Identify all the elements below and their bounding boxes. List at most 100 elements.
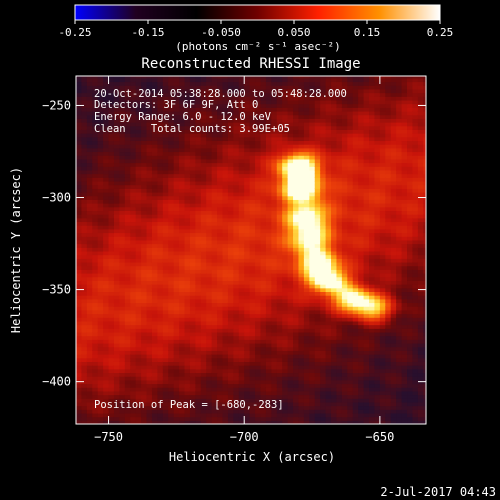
heatmap-cell: [124, 85, 131, 90]
heatmap-cell: [347, 221, 354, 226]
heatmap-cell: [135, 313, 142, 318]
heatmap-cell: [303, 214, 310, 219]
heatmap-cell: [352, 103, 359, 108]
heatmap-cell: [249, 225, 256, 230]
heatmap-cell: [244, 228, 251, 234]
heatmap-cell: [108, 276, 115, 281]
heatmap-cell: [141, 206, 148, 212]
heatmap-cell: [103, 405, 110, 410]
heatmap-cell: [184, 287, 191, 293]
heatmap-cell: [135, 394, 142, 399]
heatmap-cell: [211, 217, 218, 223]
heatmap-cell: [211, 239, 218, 245]
heatmap-cell: [217, 342, 224, 348]
heatmap-cell: [358, 354, 365, 359]
heatmap-cell: [227, 125, 234, 130]
heatmap-cell: [92, 302, 99, 307]
heatmap-cell: [309, 390, 316, 396]
heatmap-cell: [271, 390, 278, 396]
heatmap-cell: [320, 155, 327, 160]
heatmap-cell: [276, 203, 283, 208]
heatmap-cell: [119, 103, 126, 108]
heatmap-cell: [189, 103, 196, 108]
heatmap-cell: [151, 103, 158, 108]
heatmap-cell: [173, 412, 180, 418]
heatmap-cell: [347, 232, 354, 237]
heatmap-cell: [255, 320, 262, 326]
heatmap-cell: [108, 203, 115, 208]
heatmap-cell: [282, 376, 289, 381]
heatmap-cell: [249, 269, 256, 274]
heatmap-cell: [119, 254, 126, 259]
heatmap-cell: [336, 313, 343, 318]
heatmap-cell: [113, 335, 121, 340]
heatmap-cell: [206, 313, 213, 318]
heatmap-cell: [320, 420, 327, 424]
heatmap-cell: [287, 144, 294, 149]
heatmap-cell: [184, 203, 191, 208]
heatmap-cell: [195, 261, 202, 267]
heatmap-cell: [238, 357, 245, 362]
heatmap-cell: [331, 309, 338, 315]
heatmap-cell: [157, 169, 164, 175]
heatmap-cell: [282, 236, 289, 241]
heatmap-cell: [179, 280, 186, 285]
heatmap-cell: [108, 162, 115, 167]
heatmap-cell: [179, 342, 186, 348]
heatmap-cell: [276, 254, 283, 259]
heatmap-cell: [347, 313, 354, 318]
heatmap-cell: [298, 140, 305, 145]
heatmap-cell: [195, 405, 202, 410]
heatmap-cell: [86, 261, 93, 267]
heatmap-cell: [352, 309, 359, 315]
heatmap-cell: [276, 401, 283, 407]
heatmap-cell: [135, 114, 142, 119]
heatmap-cell: [309, 284, 316, 289]
heatmap-cell: [130, 287, 137, 293]
heatmap-cell: [92, 99, 99, 105]
heatmap-cell: [265, 409, 272, 414]
heatmap-cell: [157, 173, 164, 178]
heatmap-cell: [255, 221, 262, 226]
heatmap-cell: [103, 184, 110, 189]
heatmap-cell: [347, 357, 354, 362]
heatmap-cell: [249, 214, 256, 219]
heatmap-cell: [157, 394, 164, 399]
heatmap-cell: [113, 147, 121, 153]
heatmap-cell: [141, 232, 148, 237]
heatmap-cell: [303, 81, 310, 86]
heatmap-cell: [314, 114, 321, 119]
heatmap-cell: [249, 372, 256, 377]
heatmap-cell: [195, 295, 202, 300]
heatmap-cell: [211, 155, 218, 160]
heatmap-cell: [336, 122, 343, 127]
heatmap-cell: [179, 96, 186, 101]
heatmap-cell: [293, 335, 300, 340]
heatmap-cell: [179, 394, 186, 399]
heatmap-cell: [265, 284, 272, 289]
heatmap-cell: [135, 85, 142, 90]
heatmap-cell: [287, 365, 294, 370]
heatmap-cell: [179, 88, 186, 94]
heatmap-cell: [168, 206, 175, 212]
heatmap-cell: [173, 103, 180, 108]
heatmap-cell: [97, 317, 104, 322]
heatmap-cell: [179, 99, 186, 105]
heatmap-cell: [222, 320, 229, 326]
heatmap-cell: [146, 81, 153, 86]
heatmap-cell: [309, 276, 316, 281]
heatmap-cell: [130, 228, 137, 234]
heatmap-cell: [206, 173, 213, 178]
heatmap-cell: [146, 276, 153, 281]
heatmap-cell: [314, 354, 321, 359]
heatmap-cell: [173, 335, 180, 340]
heatmap-cell: [298, 225, 305, 230]
heatmap-cell: [108, 125, 115, 130]
heatmap-cell: [336, 173, 343, 178]
heatmap-cell: [113, 232, 121, 237]
heatmap-cell: [184, 77, 191, 83]
heatmap-cell: [119, 265, 126, 270]
heatmap-cell: [124, 247, 131, 252]
heatmap-cell: [146, 383, 153, 388]
heatmap-cell: [255, 184, 262, 189]
